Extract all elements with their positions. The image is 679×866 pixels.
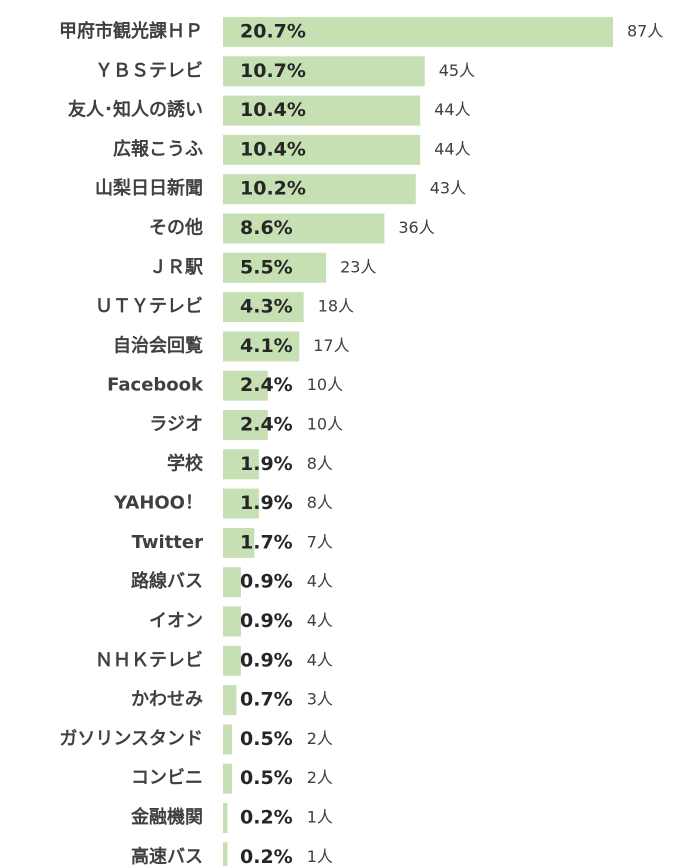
category-label: ＵＴＹテレビ [95,296,203,317]
count-label: 1人 [307,808,333,827]
bar [223,331,300,362]
category-label: ガソリンスタンド [59,728,203,749]
bar [223,567,241,598]
percent-label: 0.2% [240,807,293,829]
category-label: 広報こうふ [113,138,203,160]
count-label: 2人 [307,768,333,787]
percent-label: 8.6% [240,217,293,239]
bar [223,763,232,794]
count-label: 44人 [434,139,470,158]
percent-label: 4.1% [240,335,293,357]
percent-label: 10.4% [240,99,306,121]
bar [223,56,425,87]
count-label: 4人 [307,650,333,669]
percent-label: 1.7% [240,531,293,553]
bar [223,803,228,833]
percent-label: 2.4% [240,414,293,436]
percent-label: 10.7% [240,60,306,82]
bar [223,527,255,558]
percent-label: 4.3% [240,296,293,318]
category-label: 自治会回覧 [113,334,203,356]
bar [223,488,259,519]
percent-label: 0.5% [240,767,293,789]
percent-label: 0.5% [240,728,293,750]
bar [223,252,327,283]
category-label: 友人･知人の誘い [68,99,203,121]
category-label: 高速バス [131,845,203,866]
count-label: 36人 [398,218,434,237]
percent-label: 20.7% [240,21,306,43]
count-label: 10人 [307,415,343,434]
category-label: コンビニ [131,768,203,789]
percent-label: 0.9% [240,571,293,593]
count-label: 7人 [307,532,333,551]
count-label: 44人 [434,100,470,119]
category-label: ＮＨＫテレビ [95,650,203,671]
count-label: 23人 [340,257,376,276]
count-label: 10人 [307,375,343,394]
percent-label: 0.9% [240,649,293,671]
bar [223,134,421,165]
category-label: 甲府市観光課ＨＰ [59,20,203,42]
bar [223,410,268,440]
category-label: かわせみ [131,689,203,710]
bar [223,449,259,480]
category-label: ラジオ [149,414,203,435]
percent-label: 1.9% [240,453,293,475]
percent-label: 0.9% [240,610,293,632]
percent-label: 0.2% [240,846,293,866]
category-label: その他 [149,217,203,239]
count-label: 1人 [307,847,333,866]
percent-label: 5.5% [240,256,293,278]
category-label: イオン [149,611,203,632]
category-label: Twitter [132,532,204,553]
count-label: 4人 [307,611,333,630]
bar [223,174,416,205]
count-label: 18人 [318,297,354,316]
percent-label: 1.9% [240,492,293,514]
percent-label: 0.7% [240,689,293,711]
bar [223,95,421,126]
category-label: 金融機関 [130,806,203,828]
category-label: ＪＲ駅 [149,257,204,278]
category-label: 山梨日日新聞 [95,177,203,199]
category-label: ＹＢＳテレビ [95,60,203,81]
bar [223,292,304,323]
percent-label: 2.4% [240,374,293,396]
category-label: 学校 [167,452,204,474]
count-label: 4人 [307,572,333,591]
bar [223,842,228,866]
percent-label: 10.2% [240,178,306,200]
count-label: 17人 [313,336,349,355]
bar [223,606,241,637]
count-label: 2人 [307,729,333,748]
percent-label: 10.4% [240,138,306,160]
bar [223,685,237,716]
bar [223,724,232,755]
bar [223,213,385,244]
category-label: YAHOO！ [113,493,203,514]
category-label: Facebook [107,375,204,396]
bar [223,17,613,47]
count-label: 87人 [627,22,663,41]
bar [223,370,268,401]
count-label: 3人 [307,690,333,709]
category-label: 路線バス [131,570,203,592]
count-label: 45人 [439,61,475,80]
count-label: 43人 [430,179,466,198]
count-label: 8人 [307,454,333,473]
count-label: 8人 [307,493,333,512]
bar [223,645,241,676]
